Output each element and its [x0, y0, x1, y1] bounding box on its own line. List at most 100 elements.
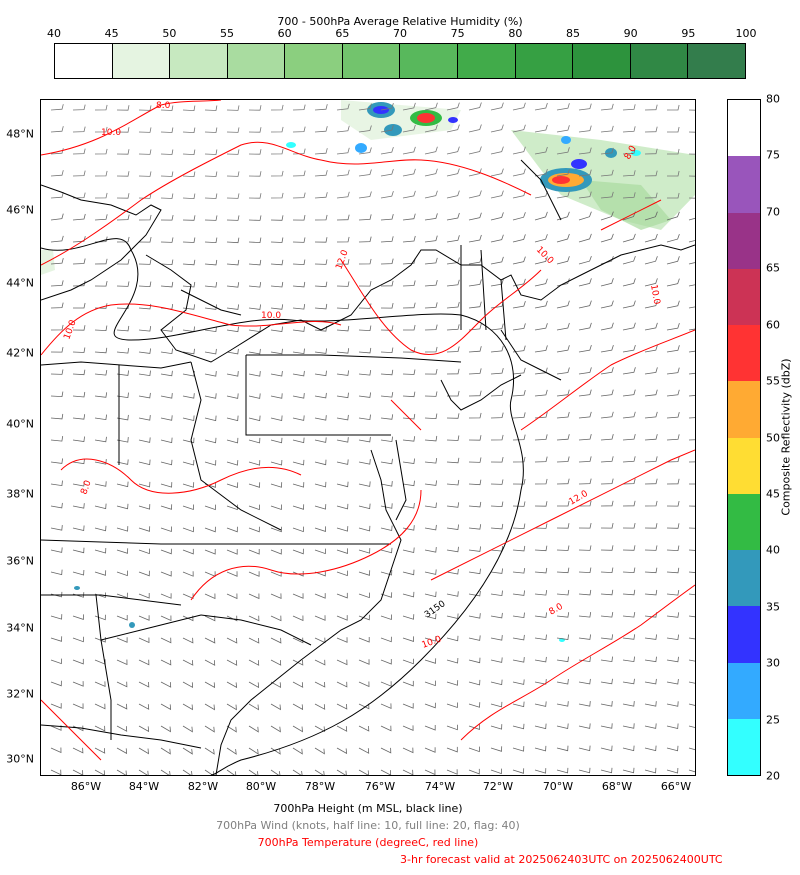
wind-barb [380, 458, 393, 465]
wind-barb [666, 501, 680, 507]
reflectivity-cells [74, 102, 641, 642]
wind-barb [446, 279, 460, 287]
wind-barb [182, 348, 195, 355]
longitude-label: 82°W [187, 780, 219, 793]
wind-barb [226, 105, 240, 111]
wind-barb [534, 256, 548, 265]
wind-barb [534, 234, 548, 243]
wind-barb [512, 256, 526, 265]
wind-barb [600, 344, 614, 353]
latitude-label: 34°N [6, 621, 34, 635]
rh-tick-label: 85 [566, 27, 580, 40]
wind-barb [292, 548, 304, 555]
wind-barb [358, 725, 370, 732]
wind-barb [160, 281, 174, 288]
wind-barb [248, 282, 262, 288]
wind-barb [116, 236, 130, 243]
wind-barb [688, 461, 695, 463]
wind-barb [160, 415, 173, 421]
wind-barb [270, 304, 284, 310]
wind-barb [226, 681, 238, 689]
wind-barb [182, 105, 196, 112]
wind-barb [600, 147, 614, 155]
wind-barb [182, 526, 194, 533]
wind-barb [204, 105, 218, 111]
wind-barb [402, 102, 416, 111]
wind-barb [622, 456, 636, 463]
wind-barb [204, 371, 217, 377]
wind-barb [424, 769, 436, 775]
wind-barb [182, 681, 194, 689]
latitude-label: 32°N [6, 687, 34, 701]
wind-barb [336, 548, 348, 554]
rh-colorbar-title: 700 - 500hPa Average Relative Humidity (… [277, 15, 523, 28]
wind-barb [667, 148, 680, 155]
wind-barb [666, 567, 680, 574]
wind-barb [270, 769, 281, 775]
wind-barb [446, 457, 460, 464]
wind-barb [644, 634, 657, 640]
wind-barb [688, 659, 695, 662]
wind-barb [402, 747, 414, 754]
wind-barb [666, 211, 680, 221]
wind-barb [336, 281, 350, 287]
wind-barb [578, 125, 592, 133]
latitude-label: 42°N [6, 346, 34, 360]
wind-barb [512, 412, 526, 419]
wind-barb [314, 192, 328, 199]
wind-barb [336, 503, 349, 510]
longitude-label: 76°W [364, 780, 396, 793]
wind-barb [424, 413, 438, 420]
wind-barb [688, 217, 695, 221]
wind-barb [688, 262, 695, 265]
rh-tick-label: 95 [681, 27, 696, 40]
wind-barb [556, 523, 570, 529]
rh-tick-label: 40 [47, 27, 61, 40]
wind-barb [94, 258, 108, 265]
wind-barb [622, 701, 635, 707]
wind-barb [336, 437, 349, 443]
wind-barb [534, 501, 548, 507]
wind-barb [402, 591, 415, 598]
wind-barb [578, 300, 592, 309]
wind-barb [204, 149, 218, 155]
wind-barb [182, 725, 193, 733]
wind-barb [72, 436, 85, 442]
wind-barb [182, 259, 196, 266]
wind-barb [666, 300, 680, 309]
wind-barb [402, 614, 415, 620]
wind-barb [336, 325, 350, 332]
wind-barb [534, 102, 548, 111]
wind-barb [116, 149, 130, 155]
wind-barb [688, 197, 695, 199]
wind-barb [72, 480, 85, 487]
wind-barb [666, 233, 680, 243]
wind-barb [600, 478, 614, 485]
map-panel: 3150 10.0 12.0 8.0 10.0 12.0 10.0 8.0 10… [40, 99, 696, 776]
wind-barb [226, 549, 238, 555]
wind-barb [270, 104, 284, 111]
rh-tick-label: 65 [335, 27, 350, 40]
wind-barb [50, 658, 62, 665]
wind-barb [402, 480, 415, 487]
wind-barb [490, 523, 504, 530]
wind-barb [688, 593, 695, 596]
wind-barb [314, 415, 327, 421]
wind-barb [226, 149, 240, 155]
wind-barb [292, 637, 304, 644]
wind-barb [512, 634, 525, 641]
wind-barb [292, 215, 306, 221]
wind-barb [292, 370, 305, 377]
wind-barb [556, 701, 569, 707]
wind-barb [578, 545, 592, 551]
wind-barb [600, 433, 614, 441]
wind-barb [600, 191, 614, 199]
wind-barb [248, 127, 262, 133]
wind-barb [226, 215, 240, 221]
height-contour [41, 238, 524, 775]
wind-barb [182, 215, 196, 221]
wind-barb [358, 125, 372, 133]
wind-barb [644, 767, 657, 774]
wind-barb [380, 414, 394, 420]
wind-barb [226, 637, 238, 644]
